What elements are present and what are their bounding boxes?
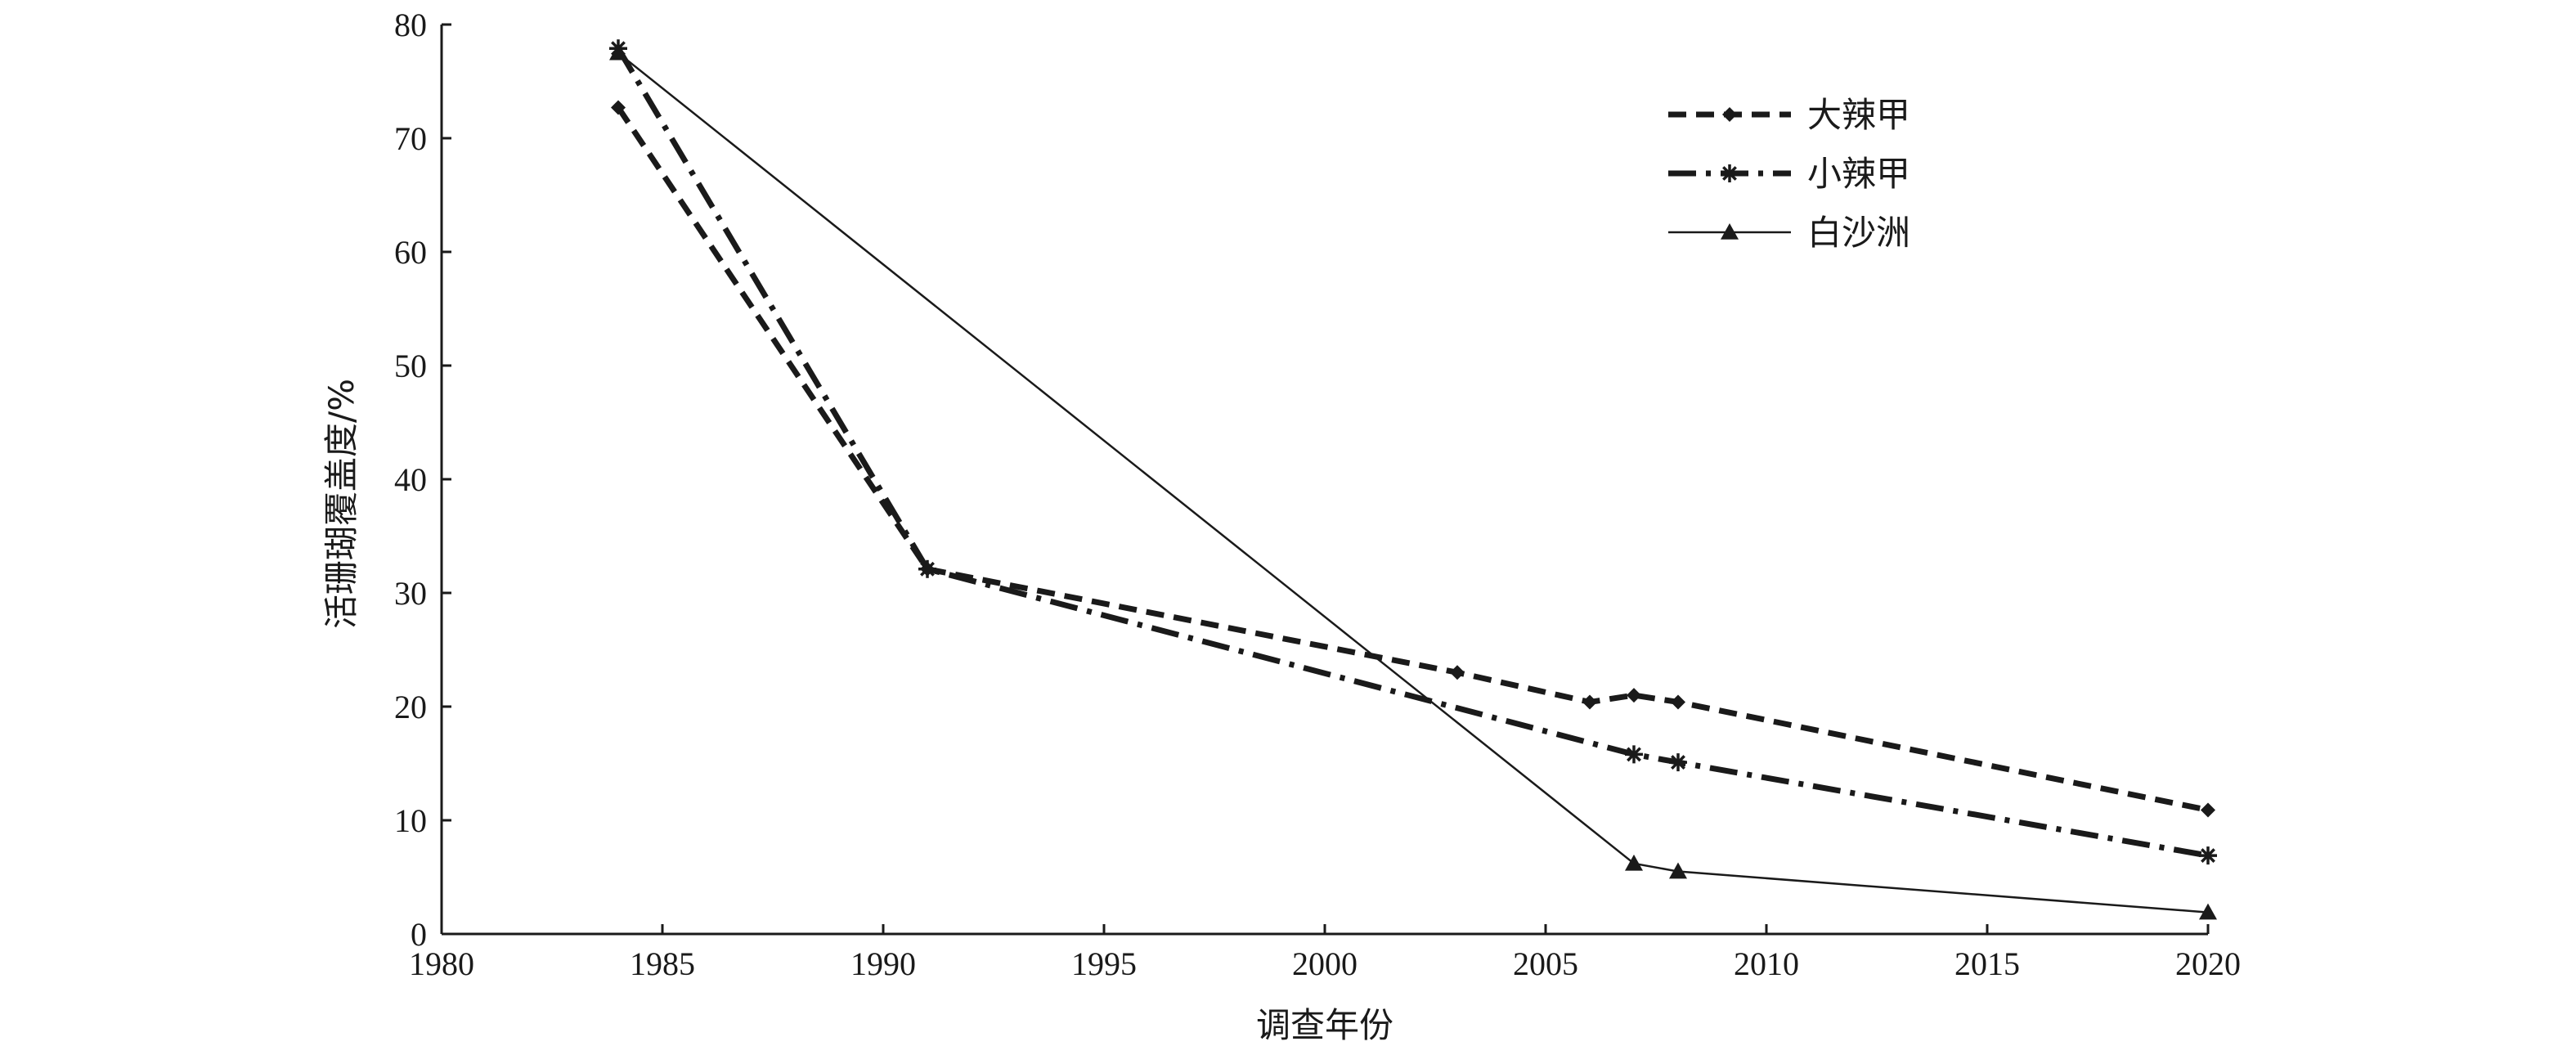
data-point-triangle xyxy=(1669,862,1687,879)
series-line xyxy=(616,106,2209,813)
x-tick-label: 2000 xyxy=(1292,945,1358,982)
data-point-asterisk xyxy=(1721,164,1739,182)
series-line xyxy=(615,47,2209,859)
x-axis-title: 调查年份 xyxy=(1256,1005,1393,1045)
y-tick-label: 0 xyxy=(411,916,427,953)
legend-item: 小辣甲 xyxy=(1668,154,1910,194)
legend-label: 白沙洲 xyxy=(1807,213,1910,253)
y-tick-label: 50 xyxy=(394,348,427,384)
y-tick-label: 40 xyxy=(394,461,427,498)
series-2 xyxy=(609,39,2217,865)
y-tick-label: 80 xyxy=(394,7,427,43)
data-point-triangle xyxy=(2199,903,2217,920)
data-point-triangle xyxy=(609,43,627,61)
legend-item: 大辣甲 xyxy=(1668,95,1910,135)
data-point-diamond xyxy=(1722,107,1737,122)
data-point-diamond xyxy=(611,100,626,115)
data-point-diamond xyxy=(1671,694,1685,710)
y-tick-label: 60 xyxy=(394,234,427,271)
data-point-triangle xyxy=(1625,854,1643,871)
data-point-triangle xyxy=(1721,223,1739,240)
series-3 xyxy=(609,43,2217,920)
x-tick-label: 1995 xyxy=(1071,945,1137,982)
x-tick-label: 1980 xyxy=(409,945,474,982)
data-point-diamond xyxy=(1450,665,1465,680)
x-ticks: 1980 1985 1990 1995 2000 2005 2010 2015 2020 xyxy=(409,924,2241,982)
x-tick-label: 2005 xyxy=(1513,945,1578,982)
legend-label: 小辣甲 xyxy=(1807,154,1910,194)
data-point-asterisk xyxy=(1625,745,1643,764)
y-tick-label: 70 xyxy=(394,120,427,157)
data-point-diamond xyxy=(1582,694,1597,710)
legend-item: 白沙洲 xyxy=(1668,213,1910,253)
x-tick-label: 2020 xyxy=(2175,945,2241,982)
y-tick-label: 10 xyxy=(394,802,427,839)
y-tick-label: 30 xyxy=(394,575,427,612)
y-axis-title: 活珊瑚覆盖度/% xyxy=(321,379,361,629)
x-tick-label: 2015 xyxy=(1954,945,2020,982)
data-point-diamond xyxy=(2201,802,2215,818)
data-point-diamond xyxy=(1627,688,1641,703)
data-point-asterisk xyxy=(2199,846,2217,865)
y-tick-label: 20 xyxy=(394,689,427,725)
y-ticks: 0 10 20 30 40 50 60 70 80 xyxy=(394,7,451,953)
data-point-asterisk xyxy=(918,559,936,578)
legend-label: 大辣甲 xyxy=(1807,95,1910,135)
x-tick-label: 2010 xyxy=(1734,945,1799,982)
series-1 xyxy=(611,100,2215,818)
x-tick-label: 1990 xyxy=(850,945,916,982)
data-point-asterisk xyxy=(1669,753,1687,772)
axes xyxy=(440,25,2208,936)
series-layer xyxy=(609,39,2217,920)
series-line xyxy=(617,52,2209,914)
x-tick-label: 1985 xyxy=(630,945,695,982)
